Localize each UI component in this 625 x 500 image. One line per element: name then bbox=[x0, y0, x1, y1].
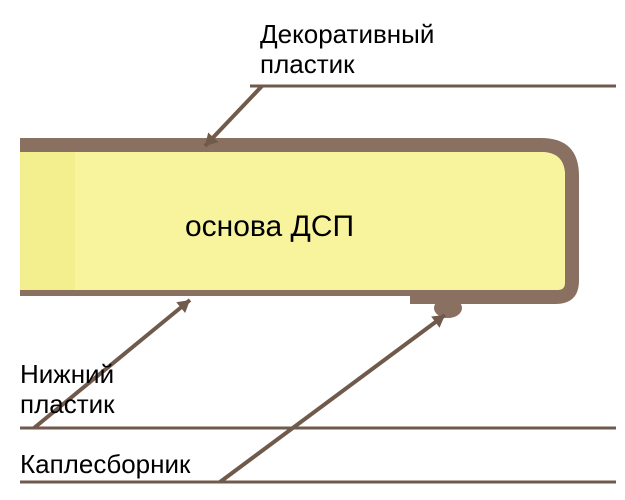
leader-drip bbox=[220, 315, 445, 482]
label-bottom: Нижний пластик bbox=[20, 360, 115, 420]
core-shade bbox=[20, 152, 75, 290]
label-top: Декоративный пластик bbox=[260, 20, 434, 80]
diagram-root: { "type": "infographic-cross-section", "… bbox=[0, 0, 625, 500]
leader-top bbox=[205, 86, 262, 146]
drip-collector bbox=[434, 298, 462, 318]
label-drip: Каплесборник bbox=[20, 450, 190, 480]
label-center: основа ДСП bbox=[185, 210, 354, 245]
bottom-plastic bbox=[20, 290, 565, 296]
